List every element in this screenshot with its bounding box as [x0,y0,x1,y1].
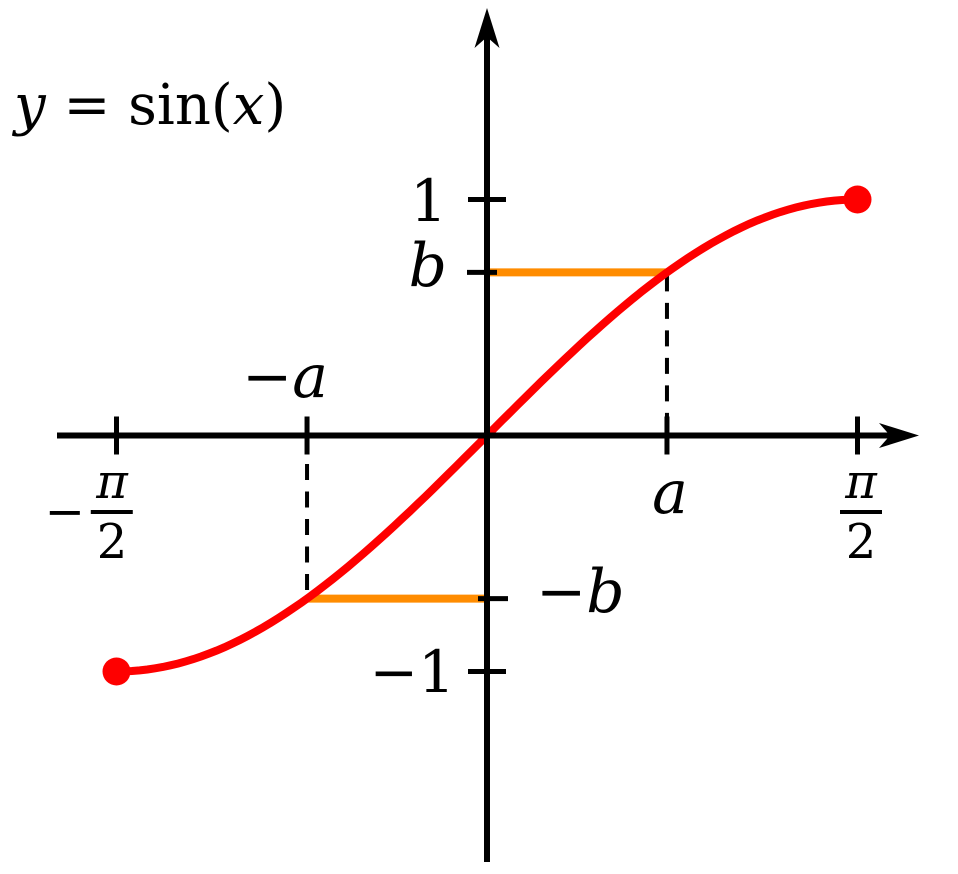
x-tick-label-neg-pi-over-2: − π 2 [45,458,133,566]
equation-y: y [14,73,46,138]
minus-sign: − [44,484,85,540]
endpoint-dot-right [843,185,872,214]
y-tick-label-neg-b: −b [536,557,625,627]
x-tick-label-a: a [652,458,688,528]
two-denominator: 2 [96,514,128,570]
equation-x: x [232,73,265,138]
endpoint-dot-left [102,657,131,686]
pi-numerator: π [845,454,877,510]
equation-close: ) [264,73,287,138]
y-tick-label-neg-1: −1 [369,638,456,706]
x-tick-label-neg-a: −a [241,342,329,412]
y-tick-label-1: 1 [410,167,447,235]
pi-numerator: π [96,454,128,510]
pi-over-2-fraction: π 2 [91,458,133,566]
y-axis-arrowhead [474,8,500,48]
x-axis-arrowhead [879,423,919,448]
equation-mid: = sin( [45,73,233,138]
x-tick-label-pi-over-2: π 2 [840,458,882,566]
fraction-bar [91,510,133,514]
y-tick-label-b: b [408,231,447,301]
two-denominator: 2 [845,514,877,570]
fraction-bar [840,510,882,514]
equation-title: y = sin(x) [14,78,286,134]
